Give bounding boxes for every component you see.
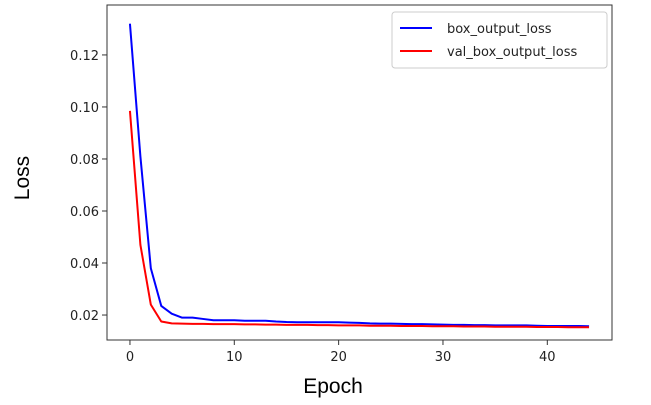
x-tick-label: 40 [539,350,556,365]
y-tick-label: 0.08 [70,153,99,168]
x-axis-title: Epoch [303,375,363,398]
x-tick-label: 30 [435,350,452,365]
legend-box [391,11,608,69]
y-tick-label: 0.06 [70,205,99,220]
y-tick-label: 0.04 [70,257,99,272]
x-tick-label: 0 [126,350,134,365]
y-axis-title: Loss [11,156,34,200]
y-tick-label: 0.12 [70,49,99,64]
series-line-1 [128,23,590,328]
legend-label: box_output_loss [447,22,552,37]
plot-frame [106,4,613,341]
x-tick-label: 20 [330,350,347,365]
y-tick-label: 0.02 [70,309,99,324]
legend-label: val_box_output_loss [447,45,577,60]
y-tick-label: 0.10 [70,101,99,116]
x-tick-label: 10 [226,350,243,365]
plot-area: 0 10 20 30 40 0.02 0.04 0.06 0.08 0.10 0.12 box_out… [70,4,613,365]
series-line-2 [128,110,590,329]
